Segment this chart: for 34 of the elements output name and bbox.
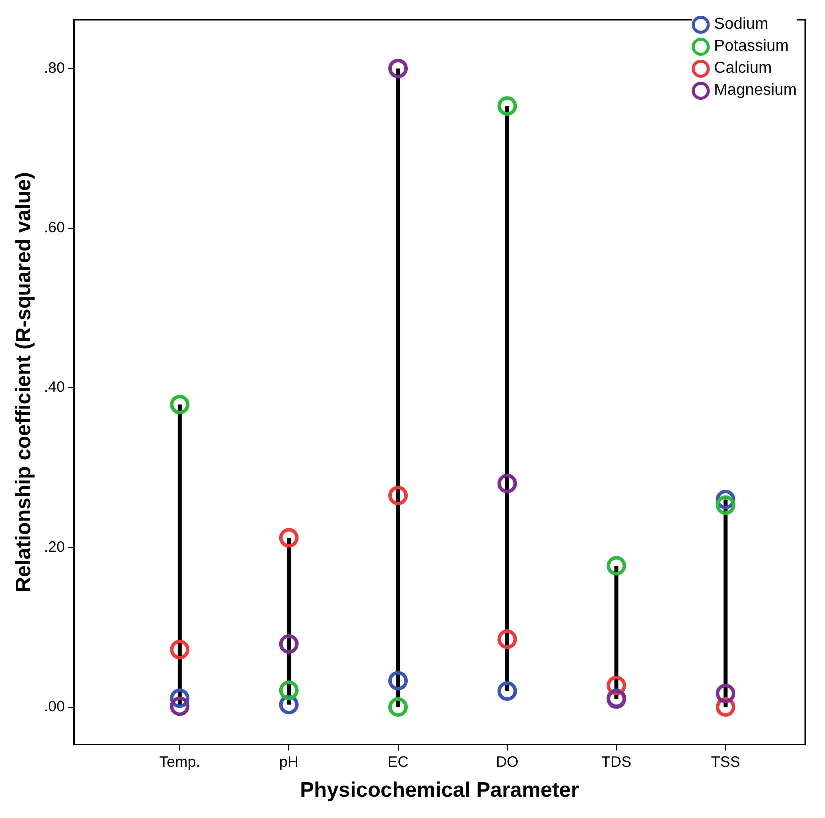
point xyxy=(170,395,190,414)
point xyxy=(279,680,299,700)
point xyxy=(170,696,190,716)
legend-label: Magnesium xyxy=(714,82,797,100)
legend-label: Potassium xyxy=(714,38,789,56)
y-tick-label: .20 xyxy=(44,538,66,556)
x-axis-title: Physicochemical Parameter xyxy=(300,779,580,802)
point xyxy=(279,634,299,654)
point xyxy=(498,682,518,702)
x-tick-label: TSS xyxy=(711,754,740,771)
point xyxy=(388,58,408,78)
x-tick-label: EC xyxy=(388,754,409,771)
point xyxy=(498,474,518,494)
point xyxy=(606,556,626,576)
x-tick-label: pH xyxy=(280,754,299,771)
x-tick-label: Temp. xyxy=(160,754,200,771)
y-tick-label: .60 xyxy=(44,219,66,236)
point xyxy=(388,486,408,506)
point xyxy=(279,528,299,548)
y-tick-label: .00 xyxy=(44,698,66,716)
point xyxy=(388,671,408,691)
point xyxy=(388,698,408,718)
legend-label: Calcium xyxy=(714,60,772,78)
point xyxy=(498,96,518,116)
y-tick-label: .40 xyxy=(44,379,66,396)
point xyxy=(170,640,190,660)
legend-label: Sodium xyxy=(714,16,769,34)
point xyxy=(498,630,518,650)
x-tick-label: DO xyxy=(496,754,519,771)
point xyxy=(716,496,736,516)
y-tick-label: .80 xyxy=(44,60,66,77)
x-tick-label: TDS xyxy=(602,754,632,771)
point xyxy=(716,684,736,704)
y-axis-title: Relationship coefficient (R-squared value) xyxy=(12,172,36,592)
